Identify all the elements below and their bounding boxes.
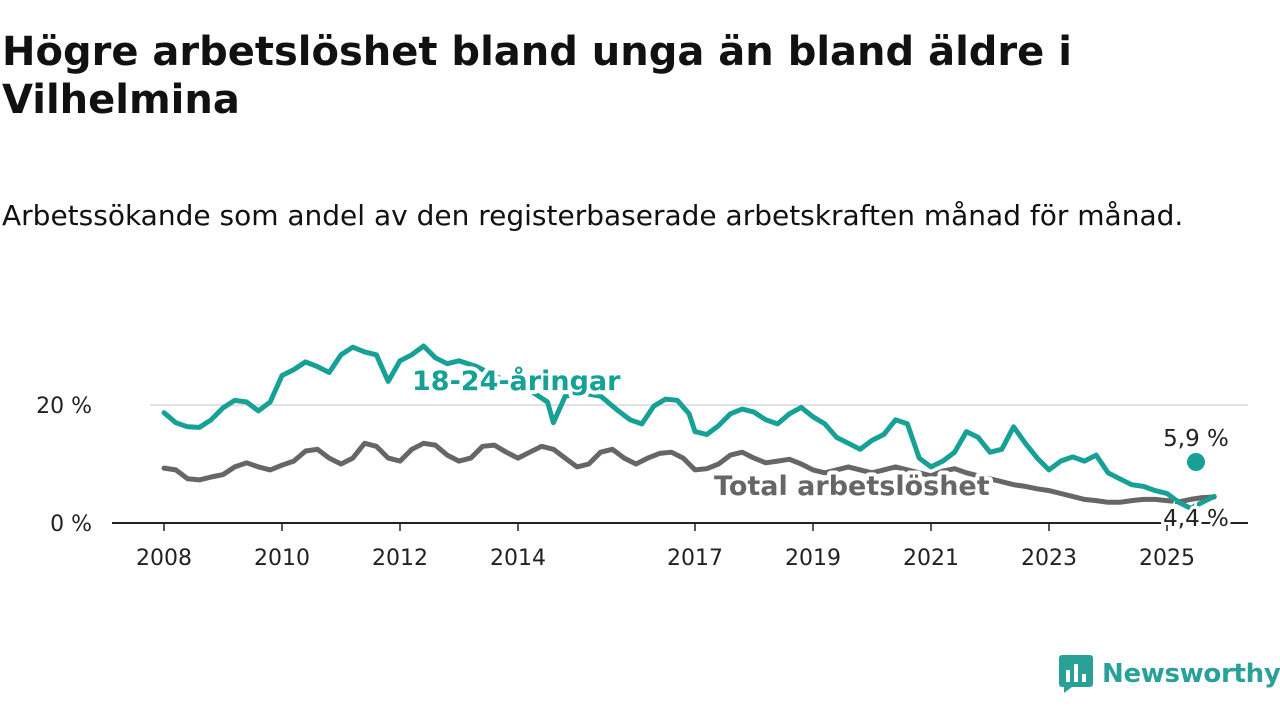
label-layer: 0 % 20 % 2008 2010 2012 2014 2017 2019 2021 2023 2…	[36, 361, 1232, 571]
series-label-total: Total arbetslöshet	[714, 471, 990, 502]
x-tick-label: 2019	[785, 546, 841, 571]
grid-layer	[112, 404, 1248, 531]
x-tick-label: 2023	[1021, 546, 1077, 571]
y-tick-label: 0 %	[50, 512, 92, 537]
end-label-youth: 5,9 %	[1163, 426, 1229, 452]
line-chart: 0 % 20 % 2008 2010 2012 2014 2017 2019 2021 2023 2…	[36, 343, 1248, 571]
brand-name: Newsworthy	[1102, 659, 1280, 689]
chart-subtitle: Arbetssökande som andel av den registerb…	[2, 199, 1184, 232]
end-label-total: 4,4 %	[1163, 506, 1229, 532]
x-tick-label: 2025	[1139, 546, 1195, 571]
x-tick-label: 2014	[490, 546, 546, 571]
x-tick-label: 2012	[372, 546, 428, 571]
series-layer	[161, 343, 1217, 511]
newsworthy-logo: Newsworthy	[1058, 654, 1280, 694]
series-line-total	[161, 440, 1217, 505]
x-tick-label: 2017	[667, 546, 723, 571]
chart-title: Högre arbetslöshet bland unga än bland ä…	[2, 29, 1072, 123]
series-line-youth	[161, 343, 1217, 511]
series-label-youth: 18-24-åringar	[412, 365, 621, 397]
x-tick-label: 2010	[254, 546, 310, 571]
x-tick-label: 2008	[136, 546, 192, 571]
x-tick-label: 2021	[903, 546, 959, 571]
y-tick-label: 20 %	[36, 394, 92, 419]
end-point-marker	[1187, 453, 1205, 471]
newsworthy-logo-icon	[1059, 655, 1093, 693]
